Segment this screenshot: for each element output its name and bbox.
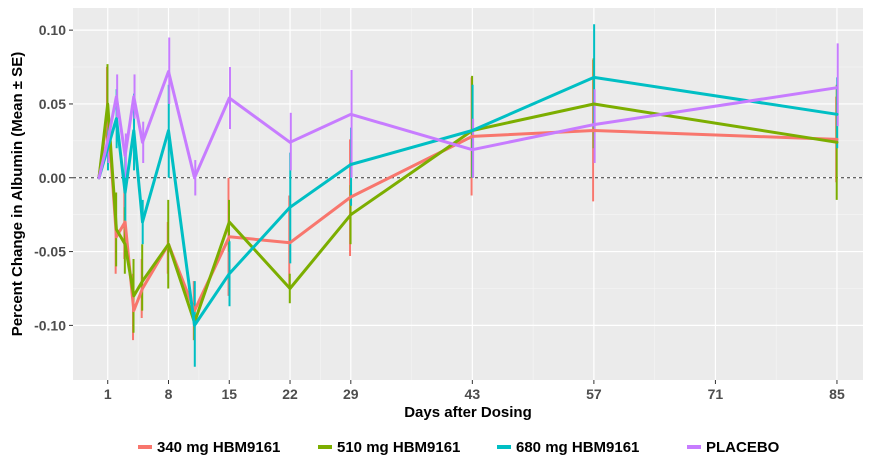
x-tick-label: 1 (104, 386, 112, 402)
series-line-680-mg-hbm9161 (97, 75, 839, 327)
y-axis-title: Percent Change in Albumin (Mean ± SE) (9, 52, 26, 336)
legend-item-510-mg-hbm9161: 510 mg HBM9161 (318, 439, 460, 456)
y-tick-label: 0.05 (39, 96, 66, 112)
x-axis: 1 8 15 22 29 43 57 71 85 (104, 380, 845, 402)
y-axis: -0.10 -0.05 0.00 0.05 0.10 (34, 22, 73, 333)
legend-label: 340 mg HBM9161 (157, 439, 280, 456)
y-tick-label: 0.00 (39, 170, 66, 186)
x-tick-label: 57 (586, 386, 602, 402)
series-line-placebo (97, 70, 839, 180)
y-tick-label: -0.05 (34, 244, 66, 260)
minor-gridlines (73, 8, 863, 380)
x-tick-label: 8 (165, 386, 173, 402)
legend-item-680-mg-hbm9161: 680 mg HBM9161 (497, 439, 639, 456)
x-axis-title: Days after Dosing (404, 404, 532, 421)
x-tick-label: 29 (343, 386, 359, 402)
x-tick-label: 85 (829, 386, 845, 402)
y-tick-label: 0.10 (39, 22, 66, 38)
x-tick-label: 71 (708, 386, 724, 402)
legend-item-340-mg-hbm9161: 340 mg HBM9161 (138, 439, 280, 456)
series-lines (97, 70, 839, 327)
legend-label: 680 mg HBM9161 (516, 439, 639, 456)
y-tick-label: -0.10 (34, 317, 66, 333)
plot-panel (73, 8, 863, 380)
x-tick-label: 15 (221, 386, 237, 402)
legend-label: PLACEBO (706, 439, 780, 456)
legend: 340 mg HBM9161 510 mg HBM9161 680 mg HBM91… (138, 439, 780, 456)
x-tick-label: 22 (282, 386, 298, 402)
legend-label: 510 mg HBM9161 (337, 439, 460, 456)
legend-item-placebo: PLACEBO (687, 439, 780, 456)
x-tick-label: 43 (465, 386, 481, 402)
